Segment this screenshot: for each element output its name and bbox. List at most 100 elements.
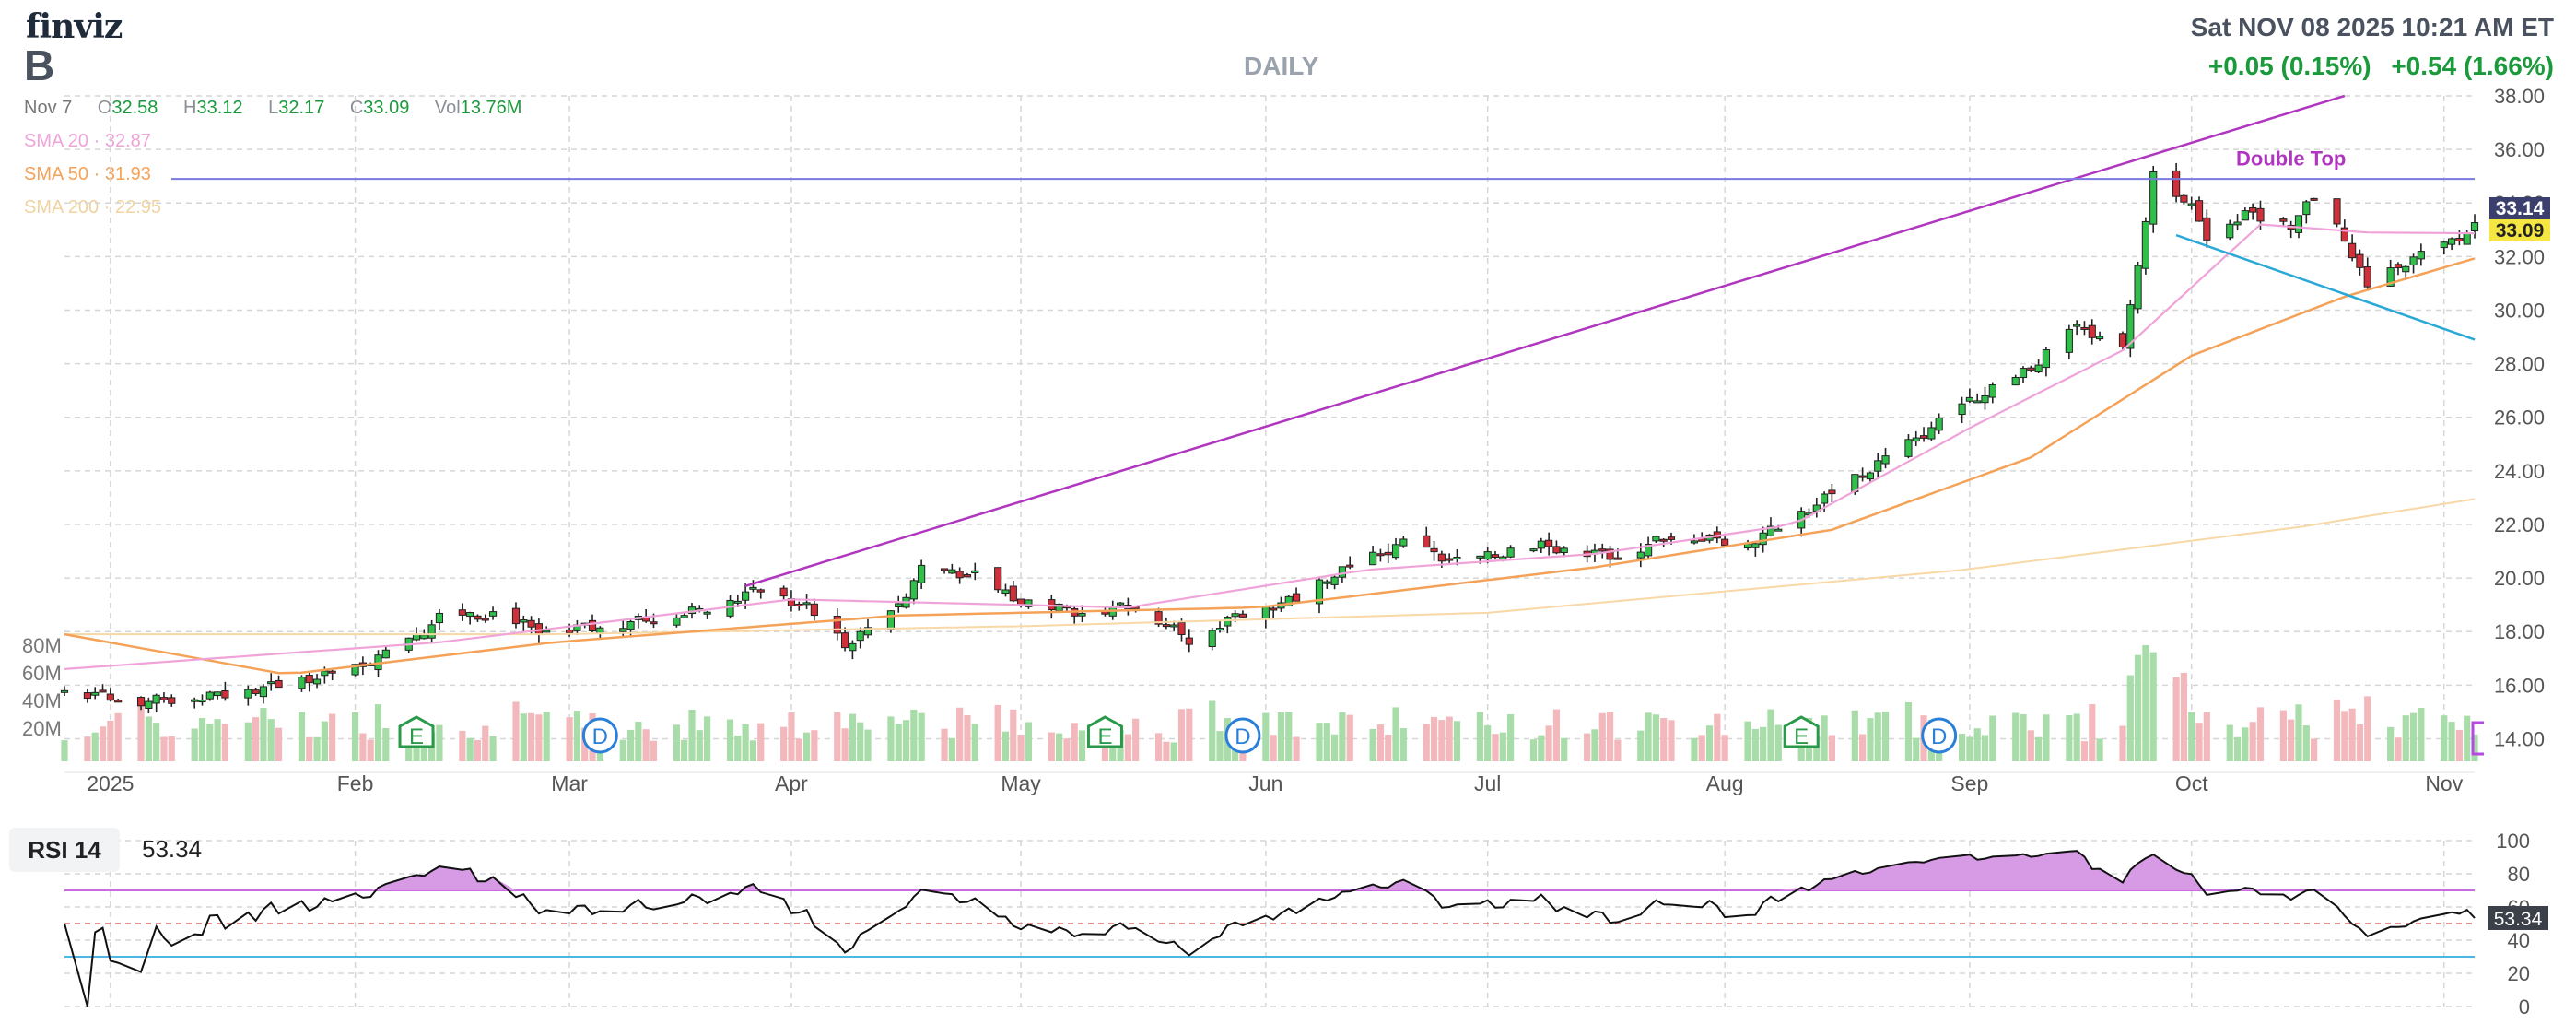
candle-down — [840, 632, 849, 649]
candle-up — [381, 649, 390, 659]
volume-bar — [1492, 734, 1499, 761]
volume-bar — [1606, 712, 1614, 761]
candle-up — [1774, 528, 1783, 532]
volume-bar — [1484, 724, 1492, 761]
candle-up — [1821, 493, 1829, 504]
candle-up — [312, 678, 322, 685]
candle-up — [918, 564, 926, 583]
candle-down — [2256, 207, 2265, 222]
candle-down — [1919, 435, 1928, 439]
candle-up — [351, 664, 359, 676]
candle-down — [474, 615, 482, 620]
volume-bar — [1584, 733, 1591, 761]
candle-down — [2088, 324, 2096, 338]
candle-down — [2180, 194, 2188, 203]
candle-up — [1988, 384, 1996, 398]
candle-up — [1170, 624, 1178, 628]
volume-bar — [107, 720, 114, 761]
volume-bar — [1071, 723, 1078, 761]
volume-bar — [642, 729, 650, 761]
volume-bar — [948, 737, 955, 761]
candle-up — [895, 603, 903, 608]
candle-up — [1874, 460, 1882, 472]
date-tick-label: Apr — [775, 771, 808, 795]
volume-bar — [1154, 733, 1163, 761]
candle-up — [1391, 544, 1400, 559]
sma50-legend[interactable]: SMA 50 · 31.93 — [24, 164, 151, 184]
volume-bar — [2311, 738, 2318, 761]
volume-bar — [2203, 712, 2210, 761]
price-tick-label: 24.00 — [2494, 460, 2545, 483]
candle-up — [1399, 538, 1408, 547]
double-top-annotation: Double Top — [2236, 147, 2346, 171]
price-tick-label: 36.00 — [2494, 138, 2545, 161]
candle-down — [994, 567, 1002, 591]
volume-bar — [160, 736, 168, 761]
volume-bar — [1056, 733, 1063, 761]
volume-bar — [1499, 732, 1506, 761]
candle-down — [99, 689, 107, 693]
volume-bar — [1316, 723, 1323, 761]
volume-bar — [244, 722, 252, 761]
candle-down — [159, 697, 169, 700]
volume-bar — [153, 723, 160, 761]
candle-up — [802, 602, 811, 606]
candle-up — [1529, 548, 1538, 552]
volume-bar — [1025, 722, 1032, 761]
sma20-label: SMA 20 — [24, 131, 89, 151]
volume-bar — [2149, 652, 2157, 761]
volume-bar — [1177, 709, 1186, 761]
candle-up — [1323, 581, 1331, 584]
sma20-legend[interactable]: SMA 20 · 32.87 — [24, 131, 151, 151]
volume-bar — [2126, 675, 2134, 761]
volume-bar — [1453, 721, 1461, 761]
volume-bar — [1958, 734, 1966, 761]
date-tick-label: Feb — [337, 771, 374, 795]
candle-up — [1208, 630, 1216, 648]
candle-up — [2073, 324, 2081, 327]
volume-bar — [528, 712, 535, 761]
candle-up — [2447, 238, 2456, 245]
volume-bar — [2333, 700, 2341, 761]
volume-bar — [2288, 719, 2295, 761]
rsi-indicator-label[interactable]: RSI 14 — [9, 828, 120, 872]
date-tick-label: Nov — [2425, 771, 2463, 795]
volume-bar — [2448, 722, 2455, 761]
volume-bar — [359, 733, 367, 761]
candle-up — [435, 612, 444, 624]
candle-down — [2455, 238, 2464, 241]
volume-bar — [1721, 735, 1728, 761]
volume-bar — [520, 713, 527, 761]
volume-bar — [2226, 724, 2233, 761]
falling-trendline — [2175, 233, 2476, 341]
candle-up — [626, 620, 635, 630]
candle-up — [1506, 547, 1515, 558]
volume-bar — [535, 714, 543, 761]
ohlc-readout: Nov 7 O32.58 H33.12 L32.17 C33.09 Vol13.… — [24, 98, 521, 119]
volume-bar — [374, 704, 382, 761]
volume-bar — [2020, 713, 2027, 761]
volume-bar — [2402, 715, 2409, 761]
volume-bar — [2302, 725, 2310, 761]
volume-bar — [887, 716, 895, 761]
volume-bar — [1705, 725, 1714, 761]
price-badge — [2489, 197, 2550, 219]
candle-up — [1636, 551, 1645, 559]
candle-down — [566, 629, 574, 634]
volume-bar — [734, 735, 742, 761]
volume-bar — [2188, 712, 2195, 761]
candle-down — [168, 697, 176, 704]
volume-bar — [696, 730, 703, 761]
low-label: L — [268, 98, 279, 118]
quote-datetime: Sat NOV 08 2025 10:21 AM ET — [2190, 13, 2554, 41]
candle-down — [305, 675, 313, 684]
candle-down — [534, 623, 543, 635]
volume-bar — [99, 726, 107, 761]
candle-up — [2019, 368, 2028, 379]
candle-up — [60, 689, 69, 693]
change-regular: +0.05 (0.15%) — [2207, 52, 2371, 80]
candle-up — [1973, 400, 1982, 404]
candle-down — [2348, 242, 2357, 259]
finviz-logo[interactable]: finviz — [26, 7, 123, 46]
